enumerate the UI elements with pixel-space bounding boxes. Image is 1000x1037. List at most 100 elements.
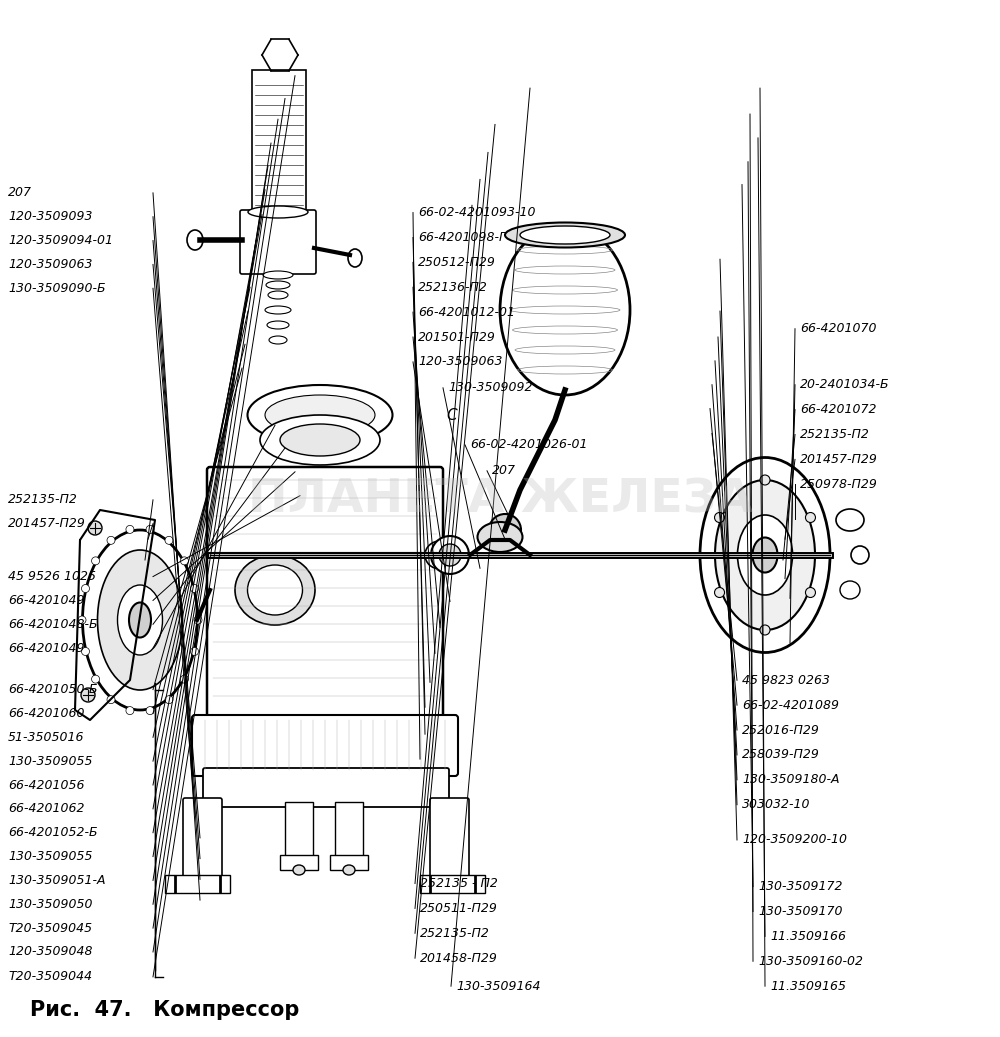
Ellipse shape [293,865,305,875]
Ellipse shape [805,588,815,597]
Ellipse shape [805,512,815,523]
Bar [280,854,318,870]
Ellipse shape [118,585,162,655]
Text: 120-3509093: 120-3509093 [8,211,92,223]
Ellipse shape [187,230,203,250]
Text: 66-4201048-Б: 66-4201048-Б [8,618,98,630]
Ellipse shape [146,706,154,714]
Text: 201457-П29: 201457-П29 [800,453,878,466]
FancyBboxPatch shape [192,714,458,776]
Ellipse shape [129,602,151,638]
Bar [335,802,363,857]
Text: 66-02-4201026-01: 66-02-4201026-01 [470,439,588,451]
Ellipse shape [840,581,860,599]
Ellipse shape [126,706,134,714]
Ellipse shape [836,509,864,531]
Text: 130-3509055: 130-3509055 [8,850,92,863]
Text: 120-3509063: 120-3509063 [418,356,503,368]
Ellipse shape [500,225,630,395]
Ellipse shape [263,271,293,279]
Text: 66-4201062: 66-4201062 [8,803,84,815]
Ellipse shape [165,696,173,704]
Text: C: C [447,408,457,422]
Text: 130-3509051-А: 130-3509051-А [8,874,106,887]
Ellipse shape [738,515,792,595]
Text: Т20-3509044: Т20-3509044 [8,971,92,983]
Ellipse shape [265,306,291,314]
Ellipse shape [715,588,725,597]
Text: 66-4201012-01: 66-4201012-01 [418,306,515,318]
Text: 130-3509160-02: 130-3509160-02 [758,955,863,968]
Text: 66-4201060: 66-4201060 [8,707,84,720]
Text: 11.3509165: 11.3509165 [770,980,846,992]
Text: 130-3509164: 130-3509164 [456,980,540,992]
Ellipse shape [191,647,199,655]
Ellipse shape [107,536,115,544]
Text: 130-3509090-Б: 130-3509090-Б [8,282,106,295]
Ellipse shape [107,696,115,704]
Bar [285,802,313,857]
Ellipse shape [194,616,202,624]
Text: 66-02-4201093-10: 66-02-4201093-10 [418,206,536,219]
Ellipse shape [268,291,288,299]
FancyBboxPatch shape [207,467,443,723]
Text: 45 9823 0263: 45 9823 0263 [742,674,830,686]
Text: 66-4201072: 66-4201072 [800,403,876,416]
Ellipse shape [489,514,521,546]
FancyBboxPatch shape [430,798,469,882]
Ellipse shape [165,536,173,544]
Text: 120-3509094-01: 120-3509094-01 [8,234,113,247]
Bar [420,875,485,893]
Ellipse shape [520,226,610,244]
Text: 66-02-4201089: 66-02-4201089 [742,699,839,711]
FancyBboxPatch shape [240,211,316,274]
Ellipse shape [235,555,315,625]
Ellipse shape [82,530,198,710]
Ellipse shape [81,585,89,592]
Text: 258039-П29: 258039-П29 [742,749,820,761]
Text: 66-4201056: 66-4201056 [8,779,84,791]
Ellipse shape [126,526,134,533]
Text: 252135-П2: 252135-П2 [420,927,490,940]
Bar [252,71,306,211]
Text: 66-4201052-Б: 66-4201052-Б [8,826,98,839]
Text: ПЛАНЕТА ЖЕЛЕЗА: ПЛАНЕТА ЖЕЛЕЗА [248,477,753,523]
Text: 207: 207 [492,465,516,477]
Ellipse shape [92,675,100,683]
Ellipse shape [851,546,869,564]
Text: Рис.  47.   Компрессор: Рис. 47. Компрессор [30,1000,299,1020]
Text: 252016-П29: 252016-П29 [742,724,820,736]
Text: 120-3509063: 120-3509063 [8,258,92,271]
Text: 130-3509170: 130-3509170 [758,905,842,918]
Text: 250512-П29: 250512-П29 [418,256,496,269]
Ellipse shape [715,480,815,630]
Ellipse shape [280,424,360,456]
Ellipse shape [260,415,380,465]
Ellipse shape [180,557,188,565]
Text: 252136-П2: 252136-П2 [418,281,488,293]
Text: 45 9526 1025: 45 9526 1025 [8,570,96,583]
Ellipse shape [478,522,522,552]
Ellipse shape [81,688,95,702]
Text: 201501-П29: 201501-П29 [418,331,496,343]
Text: 250511-П29: 250511-П29 [420,902,498,915]
Text: 51-3505016: 51-3505016 [8,731,84,744]
Text: 130-3509055: 130-3509055 [8,755,92,767]
Ellipse shape [92,557,100,565]
Ellipse shape [348,249,362,267]
Ellipse shape [81,647,89,655]
Ellipse shape [191,585,199,592]
Text: 130-3509172: 130-3509172 [758,880,842,893]
Text: 250978-П29: 250978-П29 [800,478,878,491]
Text: 207: 207 [8,187,32,199]
Ellipse shape [505,223,625,248]
Ellipse shape [248,565,302,615]
Ellipse shape [439,544,461,566]
Ellipse shape [715,512,725,523]
Ellipse shape [753,537,778,572]
Ellipse shape [269,336,287,344]
Text: Т20-3509045: Т20-3509045 [8,922,92,934]
FancyBboxPatch shape [203,768,449,807]
Text: 201457-П29: 201457-П29 [8,517,86,530]
Ellipse shape [431,536,469,574]
